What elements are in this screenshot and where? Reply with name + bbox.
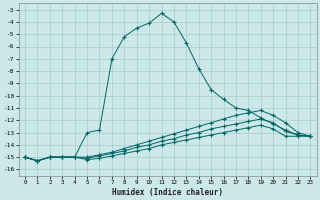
X-axis label: Humidex (Indice chaleur): Humidex (Indice chaleur) xyxy=(112,188,223,197)
